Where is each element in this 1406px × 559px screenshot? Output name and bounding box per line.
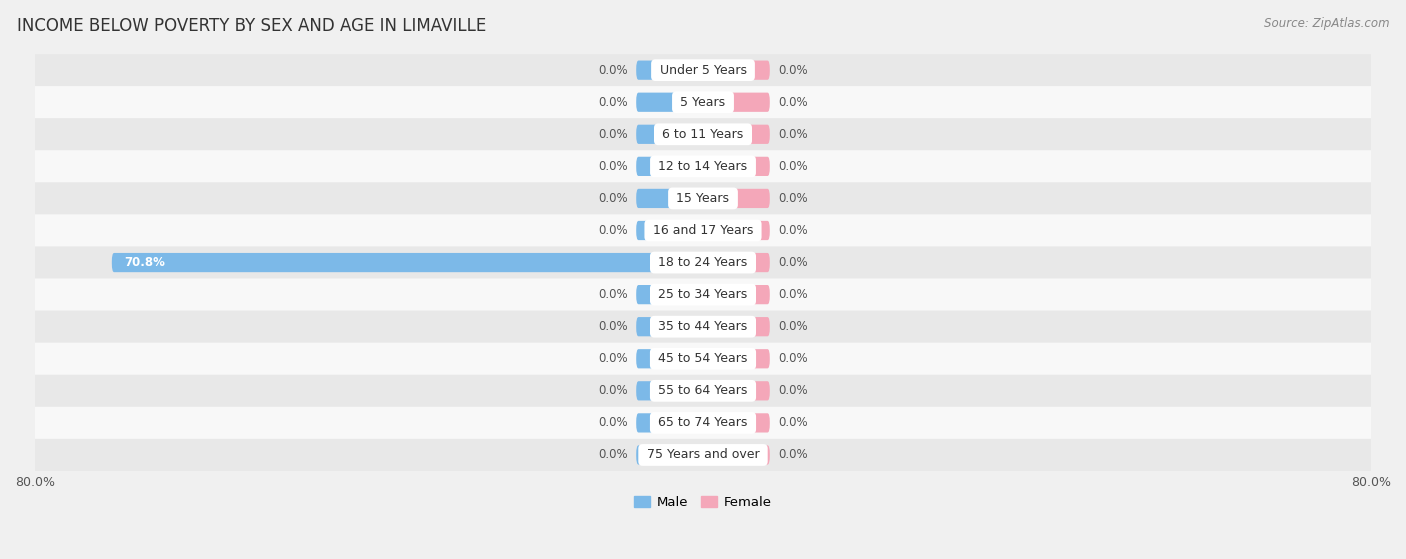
FancyBboxPatch shape — [35, 86, 1371, 119]
Text: 6 to 11 Years: 6 to 11 Years — [658, 128, 748, 141]
FancyBboxPatch shape — [35, 119, 1371, 150]
Text: 0.0%: 0.0% — [598, 320, 628, 333]
Legend: Male, Female: Male, Female — [628, 491, 778, 514]
FancyBboxPatch shape — [636, 381, 703, 400]
FancyBboxPatch shape — [703, 125, 770, 144]
Text: 0.0%: 0.0% — [598, 128, 628, 141]
FancyBboxPatch shape — [703, 60, 770, 80]
Text: 0.0%: 0.0% — [778, 385, 808, 397]
Text: 0.0%: 0.0% — [598, 448, 628, 462]
FancyBboxPatch shape — [703, 413, 770, 433]
Text: 0.0%: 0.0% — [598, 416, 628, 429]
FancyBboxPatch shape — [703, 381, 770, 400]
Text: 70.8%: 70.8% — [124, 256, 166, 269]
Text: 0.0%: 0.0% — [778, 288, 808, 301]
Text: 0.0%: 0.0% — [778, 64, 808, 77]
Text: 75 Years and over: 75 Years and over — [643, 448, 763, 462]
FancyBboxPatch shape — [636, 349, 703, 368]
Text: 0.0%: 0.0% — [778, 416, 808, 429]
FancyBboxPatch shape — [35, 407, 1371, 439]
FancyBboxPatch shape — [112, 253, 703, 272]
Text: Source: ZipAtlas.com: Source: ZipAtlas.com — [1264, 17, 1389, 30]
FancyBboxPatch shape — [35, 54, 1371, 86]
FancyBboxPatch shape — [35, 278, 1371, 311]
Text: 0.0%: 0.0% — [598, 192, 628, 205]
Text: 0.0%: 0.0% — [778, 192, 808, 205]
Text: 0.0%: 0.0% — [778, 352, 808, 365]
Text: 0.0%: 0.0% — [598, 224, 628, 237]
Text: 65 to 74 Years: 65 to 74 Years — [654, 416, 752, 429]
FancyBboxPatch shape — [636, 125, 703, 144]
Text: 0.0%: 0.0% — [778, 160, 808, 173]
Text: 55 to 64 Years: 55 to 64 Years — [654, 385, 752, 397]
FancyBboxPatch shape — [636, 157, 703, 176]
FancyBboxPatch shape — [703, 221, 770, 240]
FancyBboxPatch shape — [35, 375, 1371, 407]
FancyBboxPatch shape — [35, 439, 1371, 471]
FancyBboxPatch shape — [703, 189, 770, 208]
Text: 0.0%: 0.0% — [598, 96, 628, 109]
Text: 15 Years: 15 Years — [672, 192, 734, 205]
Text: 16 and 17 Years: 16 and 17 Years — [648, 224, 758, 237]
FancyBboxPatch shape — [636, 413, 703, 433]
FancyBboxPatch shape — [703, 317, 770, 337]
Text: 0.0%: 0.0% — [778, 128, 808, 141]
Text: 0.0%: 0.0% — [598, 64, 628, 77]
Text: 0.0%: 0.0% — [778, 224, 808, 237]
FancyBboxPatch shape — [35, 215, 1371, 247]
FancyBboxPatch shape — [636, 317, 703, 337]
Text: 5 Years: 5 Years — [676, 96, 730, 109]
Text: 0.0%: 0.0% — [598, 385, 628, 397]
Text: 0.0%: 0.0% — [778, 320, 808, 333]
Text: 18 to 24 Years: 18 to 24 Years — [654, 256, 752, 269]
Text: INCOME BELOW POVERTY BY SEX AND AGE IN LIMAVILLE: INCOME BELOW POVERTY BY SEX AND AGE IN L… — [17, 17, 486, 35]
Text: 45 to 54 Years: 45 to 54 Years — [654, 352, 752, 365]
Text: Under 5 Years: Under 5 Years — [655, 64, 751, 77]
Text: 25 to 34 Years: 25 to 34 Years — [654, 288, 752, 301]
FancyBboxPatch shape — [703, 157, 770, 176]
FancyBboxPatch shape — [636, 221, 703, 240]
FancyBboxPatch shape — [703, 349, 770, 368]
FancyBboxPatch shape — [636, 285, 703, 304]
Text: 12 to 14 Years: 12 to 14 Years — [654, 160, 752, 173]
FancyBboxPatch shape — [35, 150, 1371, 182]
FancyBboxPatch shape — [636, 60, 703, 80]
FancyBboxPatch shape — [636, 93, 703, 112]
FancyBboxPatch shape — [703, 253, 770, 272]
FancyBboxPatch shape — [35, 247, 1371, 278]
Text: 0.0%: 0.0% — [598, 352, 628, 365]
Text: 0.0%: 0.0% — [598, 288, 628, 301]
FancyBboxPatch shape — [703, 93, 770, 112]
FancyBboxPatch shape — [703, 285, 770, 304]
Text: 0.0%: 0.0% — [778, 448, 808, 462]
FancyBboxPatch shape — [35, 182, 1371, 215]
FancyBboxPatch shape — [35, 343, 1371, 375]
Text: 0.0%: 0.0% — [598, 160, 628, 173]
FancyBboxPatch shape — [636, 446, 703, 465]
Text: 35 to 44 Years: 35 to 44 Years — [654, 320, 752, 333]
FancyBboxPatch shape — [636, 189, 703, 208]
Text: 0.0%: 0.0% — [778, 256, 808, 269]
Text: 0.0%: 0.0% — [778, 96, 808, 109]
FancyBboxPatch shape — [35, 311, 1371, 343]
FancyBboxPatch shape — [703, 446, 770, 465]
